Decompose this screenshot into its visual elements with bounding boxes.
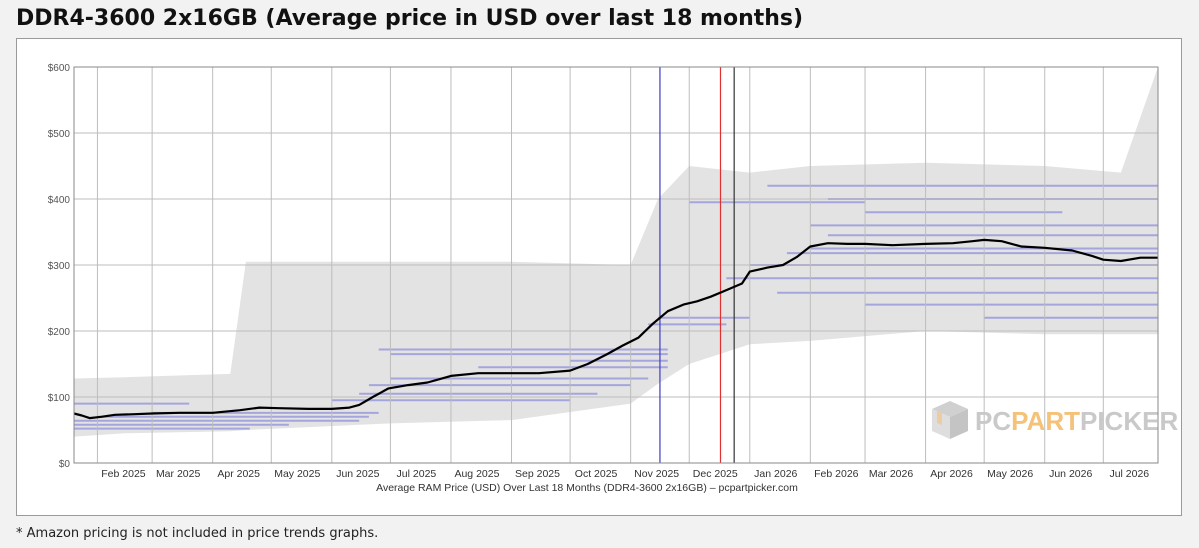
x-tick-label: Jan 2026 [754,468,797,480]
x-tick-label: Jun 2025 [336,468,379,480]
x-tick-label: Dec 2025 [693,468,738,480]
page-title: DDR4-3600 2x16GB (Average price in USD o… [16,6,804,31]
x-tick-label: Feb 2026 [814,468,859,480]
price-range-band [74,67,1158,437]
x-tick-label: Aug 2025 [454,468,499,480]
x-tick-label: Jun 2026 [1049,468,1092,480]
x-tick-label: Nov 2025 [634,468,679,480]
x-tick-label: Apr 2025 [217,468,260,480]
pcpartpicker-box-icon [932,401,968,439]
x-axis-label: Average RAM Price (USD) Over Last 18 Mon… [376,482,798,494]
watermark-pc: PC [975,406,1011,436]
y-tick-label: $500 [48,129,71,140]
x-tick-label: May 2026 [987,468,1033,480]
y-tick-label: $600 [48,63,71,74]
price-chart: PCPARTPICKER $0$100$200$300$400$500$600 … [48,63,1179,494]
x-tick-label: Jul 2025 [397,468,437,480]
y-tick-label: $0 [59,459,71,470]
y-tick-label: $200 [48,327,71,338]
x-tick-label: Apr 2026 [930,468,973,480]
watermark-part: PART [1011,406,1080,436]
x-tick-label: Oct 2025 [575,468,618,480]
y-tick-label: $400 [48,195,71,206]
pcpartpicker-watermark: PCPARTPICKER [932,401,1178,439]
chart-frame: PCPARTPICKER $0 $100 $200 $300 $400 $500 $600 … [16,38,1182,516]
y-tick-label: $300 [48,261,71,272]
average-price-line [73,238,1158,420]
svg-text:PCPARTPICKER: PCPARTPICKER [975,406,1178,436]
x-tick-label: Mar 2025 [156,468,201,480]
x-tick-label: May 2025 [274,468,320,480]
x-tick-label: Sep 2025 [515,468,560,480]
x-tick-label: Jul 2026 [1109,468,1149,480]
x-tick-label: Mar 2026 [869,468,914,480]
x-tick-label: Feb 2025 [101,468,146,480]
plot-frame [73,66,1159,464]
footnote: * Amazon pricing is not included in pric… [16,526,379,541]
watermark-picker: PICKER [1080,406,1178,436]
y-tick-label: $100 [48,393,71,404]
